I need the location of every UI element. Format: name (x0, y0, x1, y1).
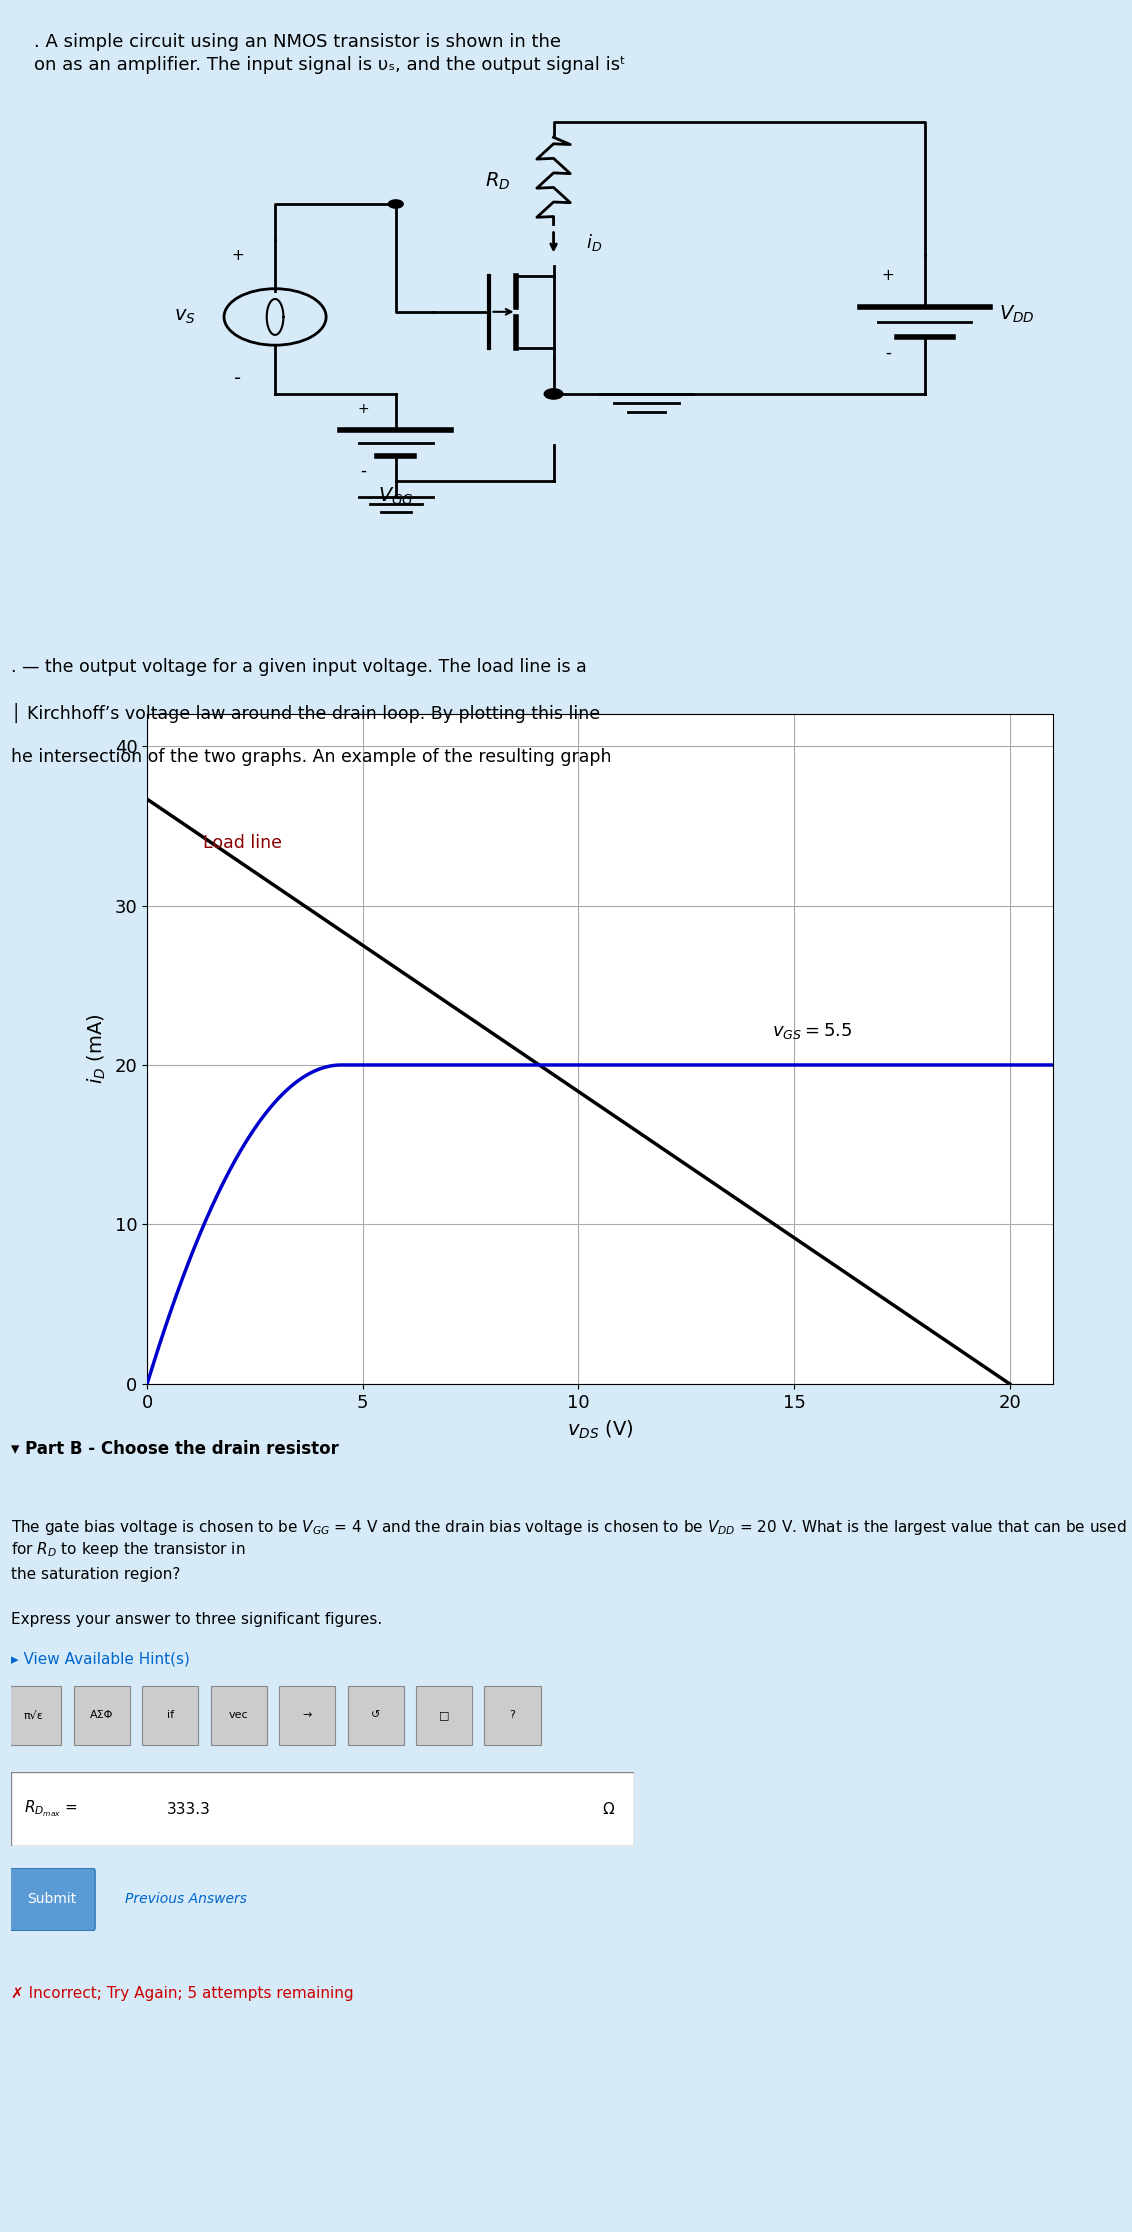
Text: Ω: Ω (603, 1801, 615, 1817)
Text: Previous Answers: Previous Answers (125, 1893, 247, 1906)
Text: $v_{GS} = 5.5$: $v_{GS} = 5.5$ (772, 1020, 852, 1040)
Text: $R_D$: $R_D$ (486, 170, 511, 192)
Text: The gate bias voltage is chosen to be $V_{GG}$ = 4 V and the drain bias voltage : The gate bias voltage is chosen to be $V… (11, 1518, 1126, 1558)
Text: . A simple circuit using an NMOS transistor is shown in the: . A simple circuit using an NMOS transis… (34, 33, 561, 51)
Text: →: → (302, 1710, 311, 1721)
Bar (74, 1685, 129, 1745)
Text: +: + (882, 268, 894, 283)
Bar (348, 1685, 404, 1745)
Text: $R_{D_{max}}$ =: $R_{D_{max}}$ = (24, 1799, 78, 1819)
Text: π√ε: π√ε (23, 1710, 43, 1721)
FancyBboxPatch shape (9, 1868, 95, 1931)
Bar (211, 1685, 267, 1745)
Text: $v_S$: $v_S$ (174, 308, 196, 326)
Circle shape (388, 201, 403, 208)
Text: AΣΦ: AΣΦ (89, 1710, 113, 1721)
Text: on as an amplifier. The input signal is υₛ, and the output signal isᵗ: on as an amplifier. The input signal is … (34, 56, 625, 74)
Text: $i_D$: $i_D$ (586, 232, 602, 252)
Bar (5, 1685, 61, 1745)
Text: Express your answer to three significant figures.: Express your answer to three significant… (11, 1612, 383, 1627)
Text: □: □ (439, 1710, 449, 1721)
Bar (278, 1685, 335, 1745)
Text: +: + (358, 402, 369, 417)
X-axis label: $v_{DS}$ (V): $v_{DS}$ (V) (567, 1420, 633, 1442)
Bar (484, 1685, 541, 1745)
Text: the saturation region?: the saturation region? (11, 1567, 181, 1582)
Text: vec: vec (229, 1710, 248, 1721)
Y-axis label: $i_D$ (mA): $i_D$ (mA) (85, 1013, 108, 1085)
Text: +: + (232, 248, 245, 263)
Text: Submit: Submit (27, 1893, 77, 1906)
Text: ✗ Incorrect; Try Again; 5 attempts remaining: ✗ Incorrect; Try Again; 5 attempts remai… (11, 1986, 354, 2002)
Text: 333.3: 333.3 (168, 1801, 211, 1817)
Text: $V_{GG}$: $V_{GG}$ (378, 487, 413, 507)
Text: -: - (234, 368, 241, 388)
Text: ▾ Part B - Choose the drain resistor: ▾ Part B - Choose the drain resistor (11, 1440, 340, 1457)
Bar (417, 1685, 472, 1745)
Text: ?: ? (509, 1710, 515, 1721)
Text: -: - (885, 344, 891, 362)
Text: . — the output voltage for a given input voltage. The load line is a: . — the output voltage for a given input… (11, 658, 588, 676)
Text: $V_{DD}$: $V_{DD}$ (1000, 304, 1035, 326)
Circle shape (544, 388, 563, 400)
Text: if: if (166, 1710, 173, 1721)
Text: │ Kirchhoff’s voltage law around the drain loop. By plotting this line: │ Kirchhoff’s voltage law around the dra… (11, 703, 600, 723)
Bar (143, 1685, 198, 1745)
Text: he intersection of the two graphs. An example of the resulting graph: he intersection of the two graphs. An ex… (11, 748, 611, 766)
Text: ▸ View Available Hint(s): ▸ View Available Hint(s) (11, 1652, 190, 1667)
Text: Load line: Load line (204, 835, 282, 853)
Text: -: - (360, 462, 366, 480)
Text: ↺: ↺ (371, 1710, 380, 1721)
